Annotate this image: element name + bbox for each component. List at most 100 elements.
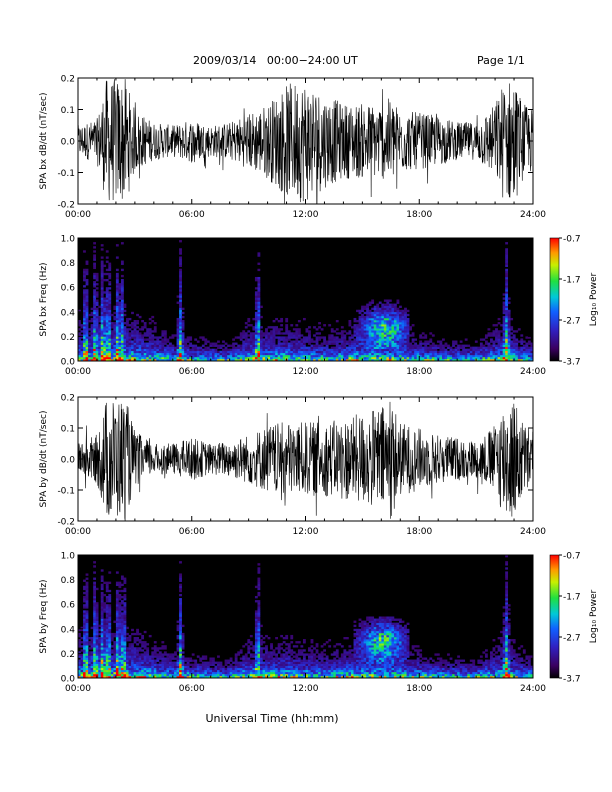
spectrogram-cell	[115, 616, 119, 619]
spectrogram-cell	[179, 348, 182, 352]
spectrogram-cell	[333, 342, 337, 345]
spectrogram-cell	[302, 671, 306, 675]
spectrogram-cell	[93, 262, 96, 265]
spectrogram-cell	[191, 665, 195, 669]
spectrogram-cell	[290, 641, 294, 644]
spectrogram-cell	[469, 354, 473, 358]
spectrogram-cell	[421, 342, 425, 345]
spectrogram-cell	[78, 348, 81, 352]
spectrogram-cell	[108, 661, 112, 664]
spectrogram-cell	[232, 344, 236, 347]
spectrogram-cell	[490, 352, 493, 356]
spectrogram-cell	[141, 661, 145, 664]
spectrogram-cell	[123, 653, 127, 656]
spectrogram-cell	[358, 334, 362, 337]
spectrogram-cell	[421, 336, 425, 339]
spectrogram-cell	[219, 356, 223, 360]
spectrogram-cell	[100, 649, 104, 652]
spectrogram-cell	[123, 596, 127, 599]
spectrogram-cell	[93, 626, 96, 630]
spectrogram-cell	[295, 358, 299, 362]
spectrogram-cell	[95, 671, 99, 675]
spectrogram-cell	[260, 346, 263, 349]
spectrogram-cell	[401, 346, 405, 349]
spectrogram-cell	[179, 626, 182, 630]
spectrogram-cell	[393, 326, 397, 329]
spectrogram-cell	[93, 289, 96, 292]
spectrogram-cell	[136, 356, 139, 360]
spectrogram-cell	[217, 346, 220, 349]
spectrogram-cell	[391, 322, 395, 325]
spectrogram-cell	[277, 352, 281, 356]
spectrogram-cell	[429, 346, 433, 349]
spectrogram-cell	[120, 322, 124, 325]
spectrogram-cell	[381, 307, 385, 311]
spectrogram-cell	[176, 344, 180, 347]
spectrogram-cell	[179, 665, 182, 669]
spectrogram-cell	[78, 340, 81, 343]
spectrogram-cell	[206, 661, 210, 664]
spectrogram-cell	[141, 675, 145, 679]
spectrogram-cell	[100, 320, 104, 323]
spectrogram-cell	[381, 356, 385, 360]
spectrogram-cell	[459, 350, 463, 354]
spectrogram-cell	[305, 673, 309, 677]
spectrogram-cell	[189, 350, 193, 354]
spectrogram-cell	[386, 354, 390, 358]
spectrogram-cell	[206, 673, 210, 677]
spectrogram-cell	[257, 322, 261, 325]
spectrogram-cell	[393, 358, 397, 362]
spectrogram-cell	[146, 671, 150, 675]
spectrogram-cell	[257, 285, 261, 288]
spectrogram-cell	[431, 348, 435, 352]
spectrogram-cell	[252, 358, 256, 362]
spectrogram-cell	[366, 356, 369, 360]
spectrogram-cell	[214, 344, 218, 347]
spectrogram-cell	[232, 346, 236, 349]
spectrogram-cell	[120, 283, 124, 286]
spectrogram-cell	[100, 260, 104, 263]
spectrogram-cell	[383, 309, 387, 313]
spectrogram-cell	[103, 671, 107, 675]
spectrogram-cell	[146, 354, 150, 358]
spectrogram-cell	[199, 354, 203, 358]
spectrogram-cell	[115, 297, 119, 300]
spectrogram-cell	[85, 354, 89, 358]
spectrogram-cell	[179, 262, 182, 265]
spectrogram-cell	[123, 579, 127, 582]
spectrogram-cell	[100, 336, 104, 339]
spectrogram-cell	[229, 669, 233, 673]
spectrogram-cell	[388, 356, 392, 360]
spectrogram-cell	[399, 305, 402, 308]
spectrogram-cell	[393, 324, 397, 327]
spectrogram-cell	[95, 272, 99, 276]
spectrogram-cell	[118, 632, 122, 636]
spectrogram-cell	[381, 305, 385, 308]
spectrogram-cell	[100, 632, 104, 636]
spectrogram-cell	[388, 340, 392, 343]
spectrogram-cell	[83, 301, 86, 304]
spectrogram-cell	[404, 330, 407, 333]
spectrogram-cell	[120, 645, 124, 648]
spectrogram-cell	[315, 332, 319, 335]
spectrogram-cell	[103, 291, 107, 294]
spectrogram-cell	[156, 354, 160, 358]
spectrogram-cell	[80, 669, 84, 673]
spectrogram-cell	[315, 342, 319, 345]
spectrogram-cell	[447, 352, 450, 356]
spectrogram-cell	[366, 324, 369, 327]
spectrogram-cell	[179, 305, 182, 308]
spectrogram-cell	[257, 315, 261, 319]
spectrogram-cell	[148, 673, 152, 677]
spectrogram-cell	[186, 338, 190, 341]
spectrogram-cell	[95, 673, 99, 677]
spectrogram-cell	[310, 352, 314, 356]
spectrogram-cell	[313, 350, 316, 354]
spectrogram-cell	[194, 659, 198, 662]
spectrogram-cell	[95, 328, 99, 331]
spectrogram-cell	[242, 358, 246, 362]
dbdt-panel-by-dbdt: 00:00 06:00 12:00 18:00 24:00-0.2-0.10.00.10…	[39, 394, 546, 538]
spectrogram-cell	[131, 344, 134, 347]
spectrogram-cell	[234, 336, 238, 339]
spectrogram-cell	[507, 350, 511, 354]
